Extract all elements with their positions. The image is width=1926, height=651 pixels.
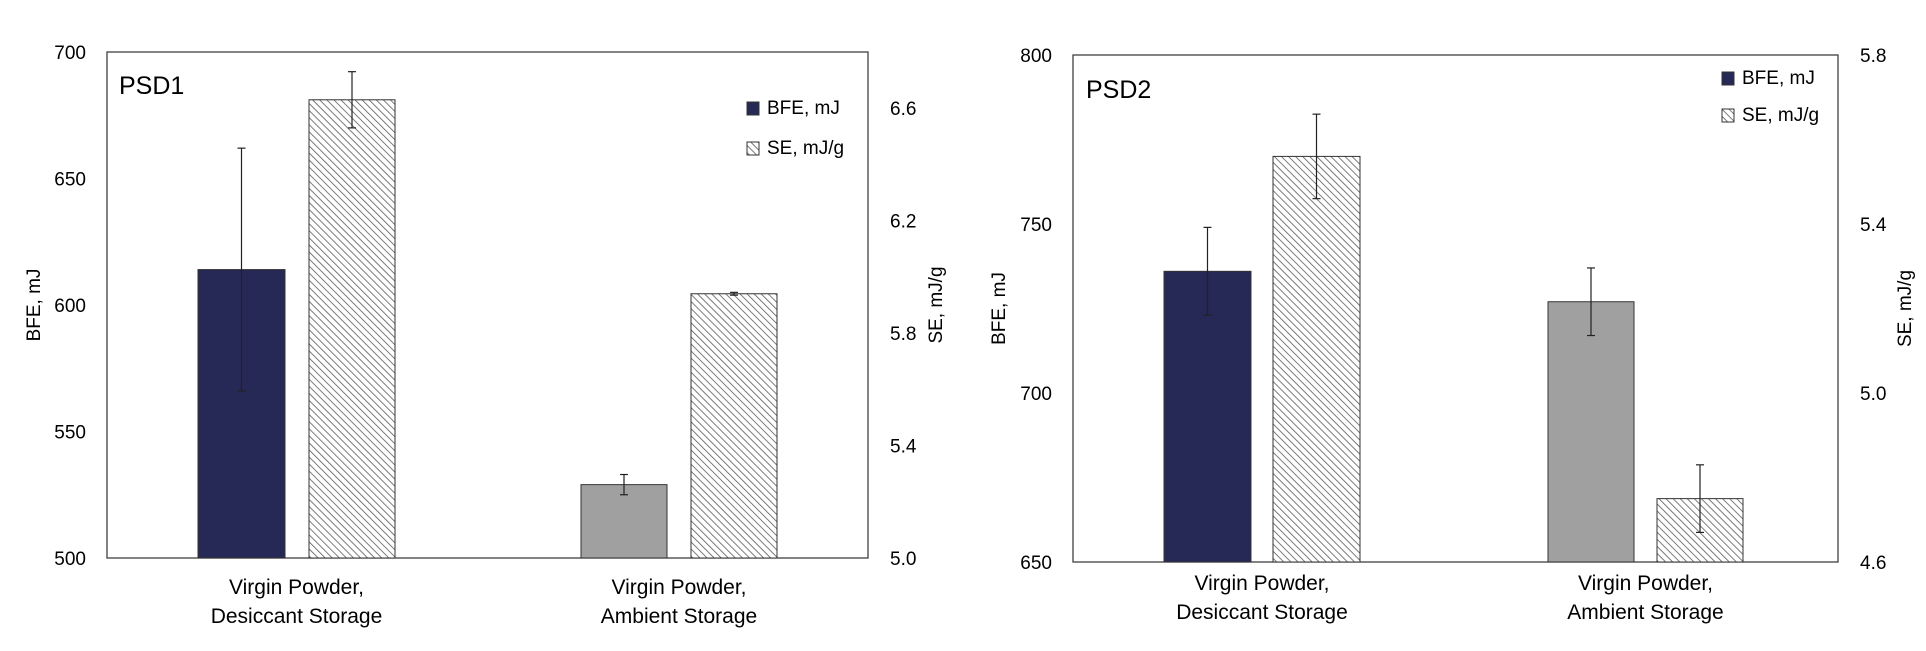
panel-title: PSD2 bbox=[1086, 76, 1151, 104]
legend-label-bfe: BFE, mJ bbox=[767, 98, 840, 119]
legend-swatch-se bbox=[1721, 108, 1735, 123]
right-axis-title: SE, mJ/g bbox=[1895, 270, 1916, 347]
category-label: Virgin Powder, bbox=[229, 576, 364, 599]
right-tick-label: 5.8 bbox=[1860, 46, 1886, 67]
left-tick-label: 700 bbox=[54, 43, 86, 64]
legend-label-se: SE, mJ/g bbox=[767, 138, 844, 159]
right-axis-title: SE, mJ/g bbox=[926, 266, 947, 343]
left-tick-label: 500 bbox=[54, 549, 86, 570]
category-label: Virgin Powder, bbox=[1194, 572, 1329, 595]
plot-frame bbox=[106, 51, 869, 559]
bar-se bbox=[690, 293, 778, 559]
panel-title: PSD1 bbox=[119, 72, 184, 100]
right-tick-label: 5.4 bbox=[1860, 215, 1887, 236]
chart-panel-2: 650 700 750 800 4.6 5.0 5.4 5.8 BFE, mJ SE, mJ/g P… bbox=[989, 46, 1916, 624]
legend-swatch-bfe bbox=[746, 101, 760, 116]
legend-swatch-se bbox=[746, 141, 760, 156]
bar-bfe bbox=[580, 484, 668, 559]
left-tick-label: 750 bbox=[1020, 215, 1052, 236]
left-tick-label: 650 bbox=[54, 170, 86, 191]
right-tick-label: 5.0 bbox=[1860, 384, 1886, 405]
bar-bfe bbox=[1547, 301, 1635, 563]
right-tick-label: 4.6 bbox=[1860, 553, 1886, 574]
left-tick-label: 700 bbox=[1020, 384, 1052, 405]
category-label: Virgin Powder, bbox=[1578, 572, 1713, 595]
left-tick-label: 800 bbox=[1020, 46, 1052, 67]
left-axis-title: BFE, mJ bbox=[989, 272, 1010, 345]
legend-label-bfe: BFE, mJ bbox=[1742, 68, 1815, 89]
left-tick-label: 650 bbox=[1020, 553, 1052, 574]
left-tick-label: 550 bbox=[54, 423, 86, 444]
right-tick-label: 6.2 bbox=[890, 212, 916, 233]
category-label: Ambient Storage bbox=[601, 605, 757, 628]
right-tick-label: 5.4 bbox=[890, 437, 917, 458]
right-tick-label: 5.0 bbox=[890, 549, 916, 570]
bar-se bbox=[1272, 155, 1361, 563]
legend-label-se: SE, mJ/g bbox=[1742, 105, 1819, 126]
right-tick-label: 6.6 bbox=[890, 99, 916, 120]
category-label: Virgin Powder, bbox=[611, 576, 746, 599]
left-axis-title: BFE, mJ bbox=[24, 269, 45, 342]
category-label: Desiccant Storage bbox=[211, 605, 383, 628]
right-tick-label: 5.8 bbox=[890, 324, 916, 345]
legend-swatch-bfe bbox=[1721, 71, 1735, 86]
category-label: Ambient Storage bbox=[1567, 601, 1723, 624]
left-tick-label: 600 bbox=[54, 296, 86, 317]
category-label: Desiccant Storage bbox=[1176, 601, 1348, 624]
plot-frame bbox=[1072, 54, 1839, 563]
bar-se bbox=[308, 99, 396, 559]
chart-panel-1: 500 550 600 650 700 5.0 5.4 5.8 6.2 6.6 BFE, mJ SE,… bbox=[24, 43, 947, 628]
